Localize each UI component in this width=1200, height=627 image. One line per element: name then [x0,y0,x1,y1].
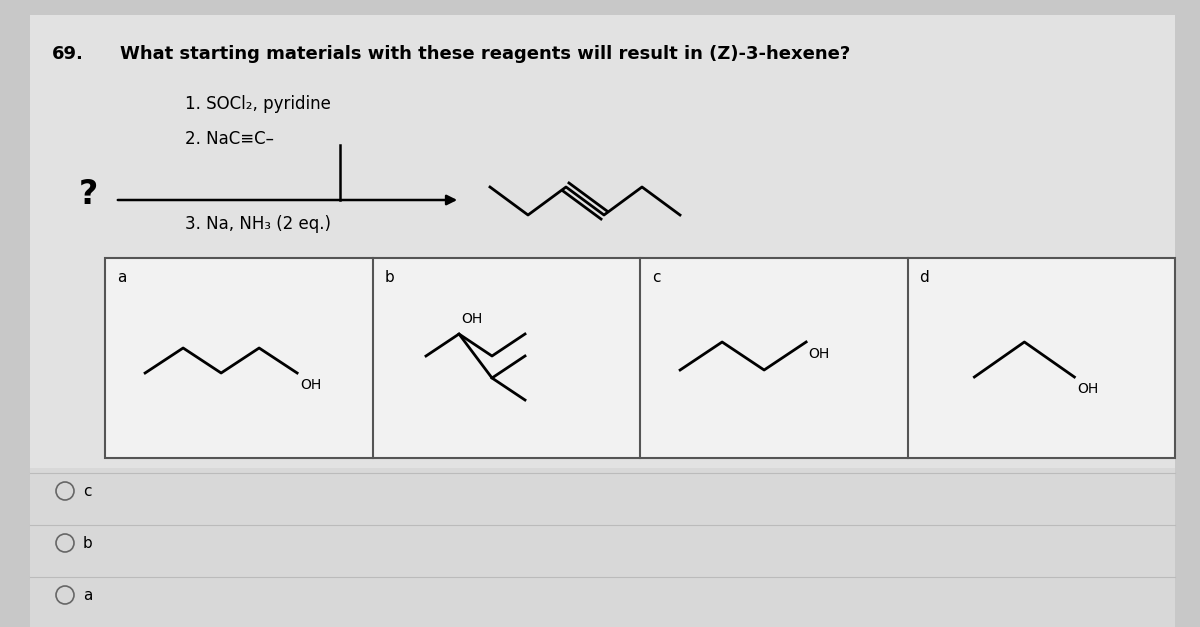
Text: OH: OH [300,378,322,392]
Bar [106,258,1175,458]
Text: OH: OH [461,312,482,326]
Text: ?: ? [78,179,97,211]
Text: 3. Na, NH₃ (2 eq.): 3. Na, NH₃ (2 eq.) [185,215,331,233]
Text: What starting materials with these reagents will result in (Z)-3-hexene?: What starting materials with these reage… [120,45,851,63]
Text: b: b [384,270,395,285]
Bar [30,468,1175,627]
Text: a: a [83,587,92,603]
Text: 69.: 69. [52,45,84,63]
Text: d: d [919,270,929,285]
Text: OH: OH [1078,382,1099,396]
Text: c: c [652,270,660,285]
Text: b: b [83,535,92,551]
Text: c: c [83,483,91,498]
Text: 2. NaC≡C–: 2. NaC≡C– [185,130,274,148]
Text: OH: OH [808,347,829,361]
Text: 1. SOCl₂, pyridine: 1. SOCl₂, pyridine [185,95,331,113]
Text: a: a [118,270,126,285]
